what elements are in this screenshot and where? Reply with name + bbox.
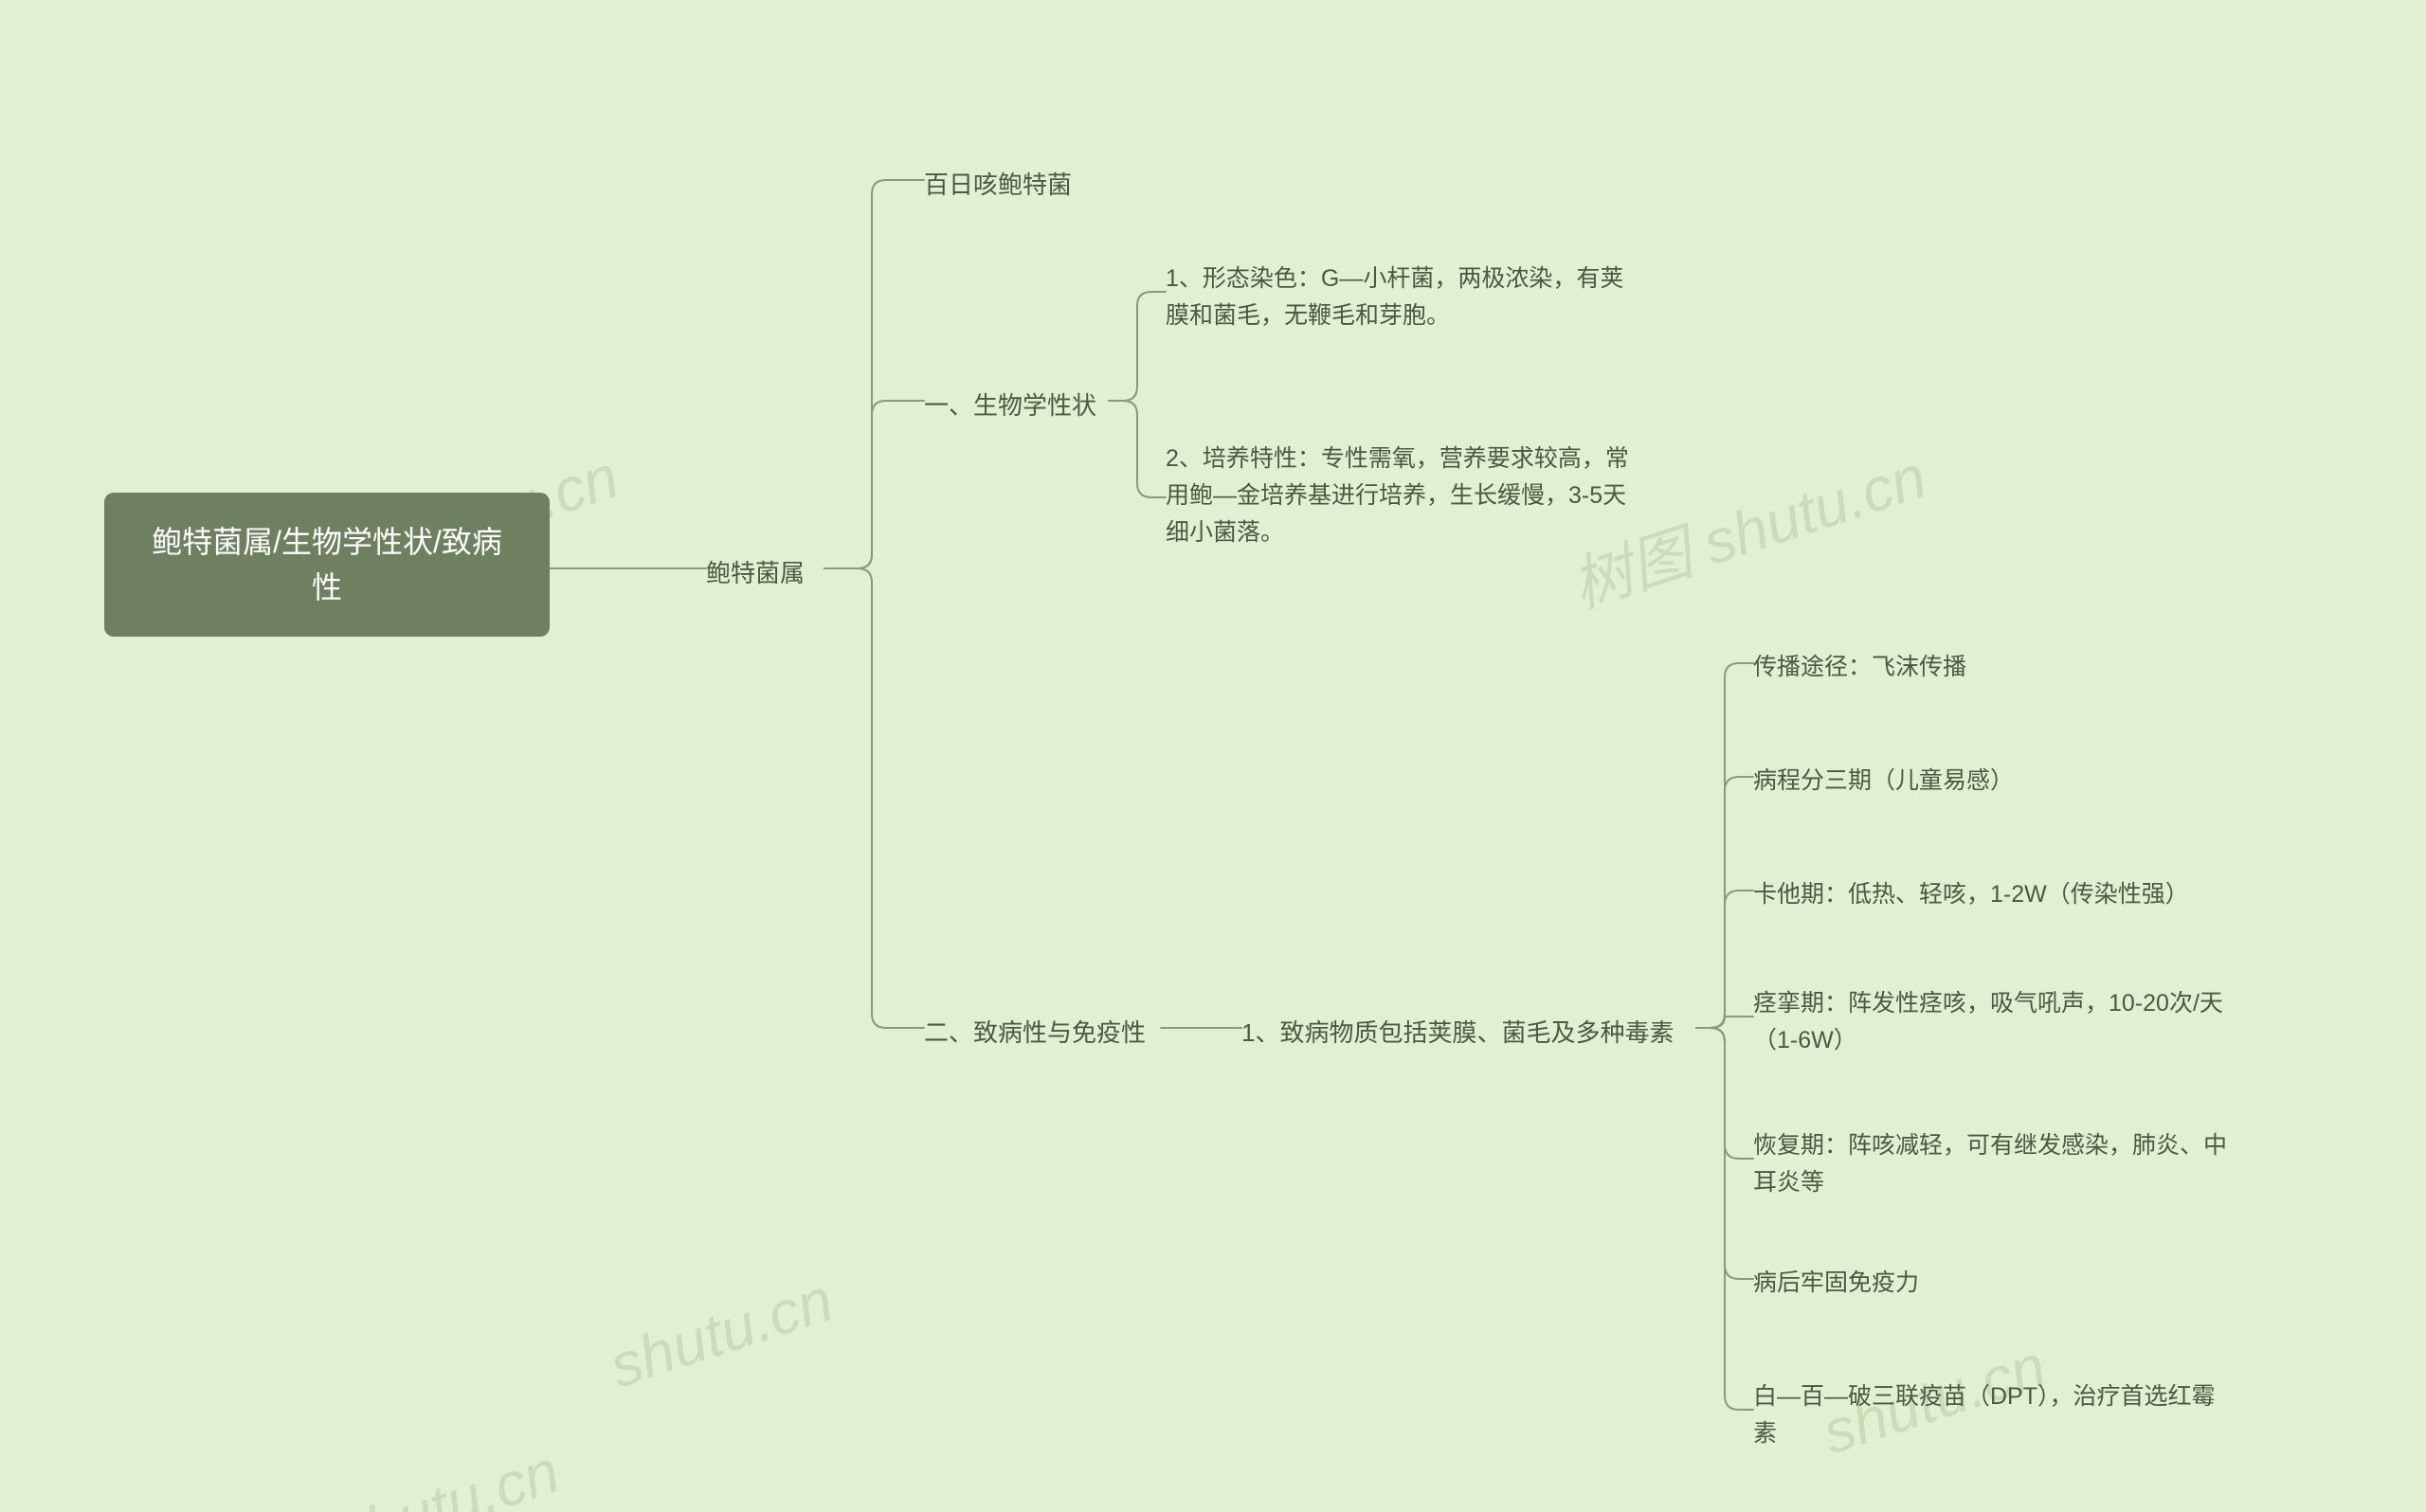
node-pathogenicity[interactable]: 二、致病性与免疫性 [924, 1014, 1146, 1052]
node-pathogenic-substance[interactable]: 1、致病物质包括荚膜、菌毛及多种毒素 [1241, 1014, 1674, 1052]
node-dpt-vaccine[interactable]: 白—百—破三联疫苗（DPT），治疗首选红霉素 [1753, 1378, 2236, 1452]
node-pertussis[interactable]: 百日咳鲍特菌 [924, 166, 1072, 204]
node-culture[interactable]: 2、培养特性：专性需氧，营养要求较高，常用鲍—金培养基进行培养，生长缓慢，3-5… [1166, 441, 1649, 550]
node-genus[interactable]: 鲍特菌属 [706, 554, 805, 592]
node-morphology[interactable]: 1、形态染色：G—小杆菌，两极浓染，有荚膜和菌毛，无鞭毛和芽胞。 [1166, 261, 1639, 334]
mindmap-canvas: 树图 shutu.cn 树图 shutu.cn shutu.cn 图 shutu… [0, 0, 2426, 1512]
node-catarrhal[interactable]: 卡他期：低热、轻咳，1-2W（传染性强） [1753, 876, 2189, 913]
watermark: shutu.cn [601, 1264, 841, 1401]
node-three-stages[interactable]: 病程分三期（儿童易感） [1753, 763, 2014, 800]
connectors-layer [0, 0, 2426, 1512]
watermark: 图 shutu.cn [250, 1423, 569, 1512]
node-convalescent[interactable]: 恢复期：阵咳减轻，可有继发感染，肺炎、中耳炎等 [1753, 1127, 2236, 1201]
root-node[interactable]: 鲍特菌属/生物学性状/致病性 [104, 493, 550, 637]
node-transmission[interactable]: 传播途径：飞沫传播 [1753, 649, 1966, 686]
node-immunity[interactable]: 病后牢固免疫力 [1753, 1265, 1919, 1302]
node-paroxysmal[interactable]: 痉挛期：阵发性痉咳，吸气吼声，10-20次/天（1-6W） [1753, 985, 2236, 1059]
node-biology[interactable]: 一、生物学性状 [924, 387, 1096, 424]
